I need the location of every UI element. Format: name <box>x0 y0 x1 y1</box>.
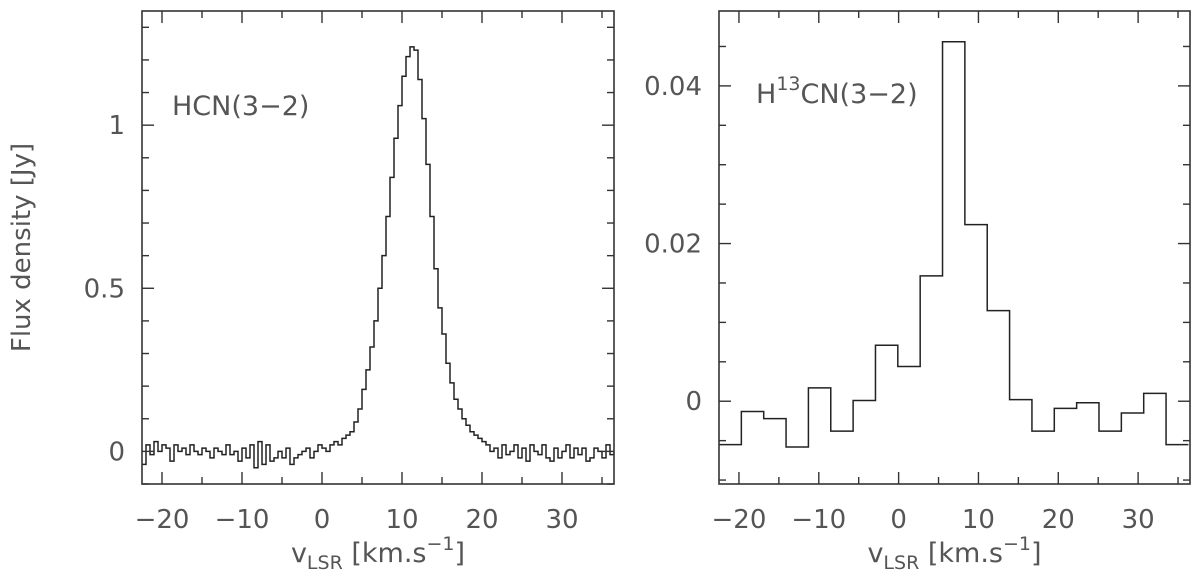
y-tick-label: 0.04 <box>644 72 702 102</box>
x-tick-label: 30 <box>1122 505 1155 535</box>
spectrum-trace <box>142 46 614 469</box>
x-tick-label: −20 <box>712 505 767 535</box>
x-axis-unit-exponent: −1 <box>426 533 454 555</box>
y-tick-label: 0 <box>685 387 702 417</box>
line-name-label: H13CN(3−2) <box>756 73 918 110</box>
x-axis-unit-close: ] <box>1031 538 1042 569</box>
x-axis-unit: [km.s <box>343 538 427 569</box>
y-tick-label: 0.02 <box>644 230 702 260</box>
line-name-isotope: 13 <box>776 73 800 95</box>
x-axis-label: vLSR [km.s−1] <box>867 533 1041 574</box>
line-name-part: H <box>756 79 776 110</box>
y-tick-label: 0.5 <box>84 274 125 304</box>
x-tick-label: 10 <box>385 505 418 535</box>
x-axis-unit-exponent: −1 <box>1003 533 1031 555</box>
x-tick-label: 0 <box>890 505 907 535</box>
x-tick-label: −10 <box>215 505 270 535</box>
y-tick-label: 0 <box>108 437 125 467</box>
x-axis-label: vLSR [km.s−1] <box>291 533 465 574</box>
x-axis-unit: [km.s <box>919 538 1003 569</box>
panel-h13cn: −20 −10 0 10 20 30 0 0.02 0.04 vLSR [km.s−1] H13CN… <box>644 10 1191 574</box>
panel-hcn: −20 −10 0 10 20 30 0 0.5 1 vLSR [km.s−1] Flux dens… <box>7 10 615 574</box>
x-axis-symbol: v <box>291 538 307 569</box>
line-name-label: HCN(3−2) <box>172 91 309 122</box>
x-tick-label: 30 <box>545 505 578 535</box>
x-axis-unit-close: ] <box>455 538 466 569</box>
spectrum-trace <box>719 41 1189 448</box>
x-axis-symbol: v <box>867 538 883 569</box>
x-tick-label: 0 <box>314 505 331 535</box>
y-axis-label: Flux density [Jy] <box>7 143 37 352</box>
y-tick-label: 1 <box>108 111 125 141</box>
x-axis-subscript: LSR <box>307 552 343 574</box>
x-tick-label: 10 <box>962 505 995 535</box>
x-axis-subscript: LSR <box>883 552 919 574</box>
x-tick-label: 20 <box>465 505 498 535</box>
x-tick-label: −10 <box>791 505 846 535</box>
x-tick-label: −20 <box>135 505 190 535</box>
x-tick-label: 20 <box>1042 505 1075 535</box>
plot-frame <box>141 10 615 485</box>
line-name-rest: CN(3−2) <box>801 79 918 110</box>
plot-frame <box>718 10 1191 485</box>
